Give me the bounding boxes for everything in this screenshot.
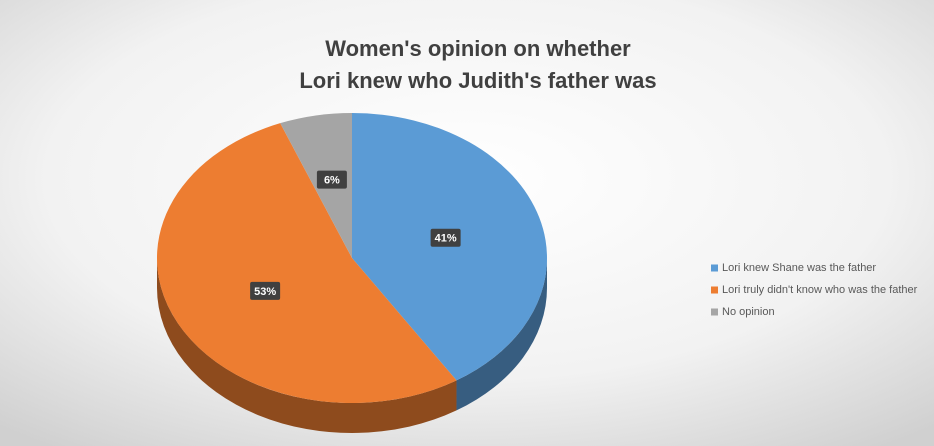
- legend-label: Lori knew Shane was the father: [722, 262, 876, 274]
- pie-sides: [157, 258, 547, 434]
- legend-swatch: [711, 264, 718, 272]
- legend-label: Lori truly didn't know who was the fathe…: [722, 284, 918, 296]
- value-labels: 41% 53% 6%: [250, 170, 461, 300]
- pie-tops: [157, 113, 548, 403]
- slice: [157, 123, 457, 403]
- legend-label: No opinion: [722, 306, 775, 318]
- value-label-box: [430, 228, 461, 247]
- legend-swatch: [711, 308, 718, 316]
- value-label: 41%: [435, 233, 457, 245]
- slice: [280, 113, 352, 258]
- value-label: 6%: [324, 175, 340, 187]
- slice-side: [157, 258, 457, 434]
- legend-swatch: [711, 286, 718, 294]
- value-label-box: [316, 170, 347, 189]
- value-label: 53%: [254, 286, 276, 298]
- value-label-box: [250, 281, 281, 300]
- slice-side: [456, 258, 547, 411]
- chart-title: Lori knew who Judith's father was: [299, 68, 656, 93]
- legend: Lori knew Shane was the father Lori truly…: [711, 262, 918, 318]
- chart-title: Women's opinion on whether: [325, 36, 631, 61]
